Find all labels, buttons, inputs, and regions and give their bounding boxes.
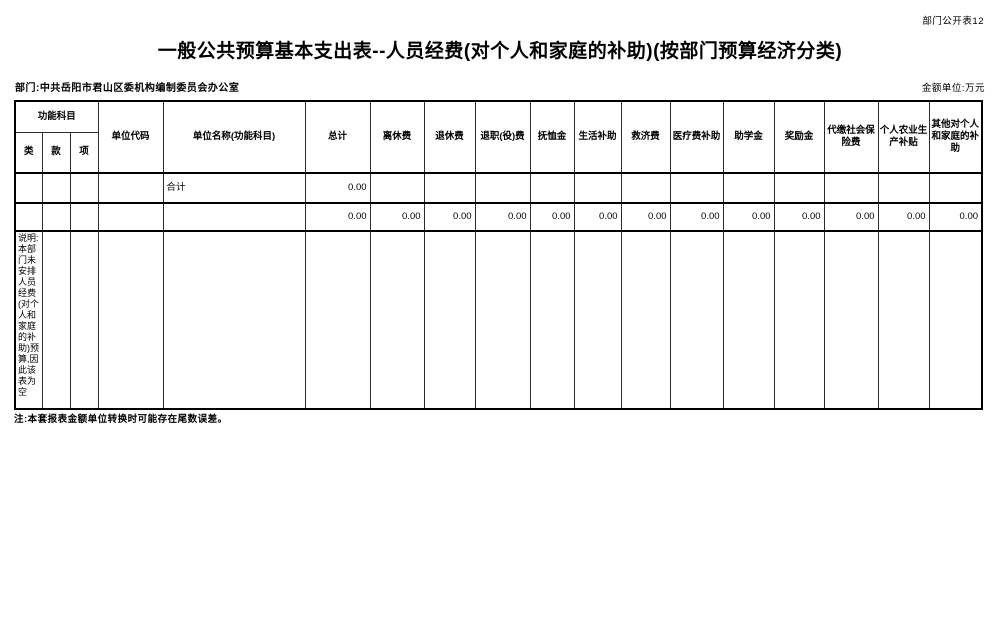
empty-cell	[722, 230, 775, 410]
cell-value: 0.00	[823, 202, 879, 232]
empty-cell	[69, 230, 99, 410]
cell-value: 0.00	[722, 202, 775, 232]
header-jiujifei: 救济费	[620, 100, 671, 174]
cell-item	[69, 202, 99, 232]
header-func-section: 款	[41, 131, 71, 174]
empty-cell	[573, 230, 622, 410]
empty-cell	[529, 230, 575, 410]
header-yiliaofei: 医疗费补助	[669, 100, 724, 174]
cell-unit-code	[97, 172, 164, 204]
table-row-remark: 说明:本部门未安排人员经费(对个人和家庭的补助)预算,因此该表为空	[14, 230, 983, 410]
header-func-class: 类	[14, 131, 43, 174]
empty-cell	[669, 230, 724, 410]
cell-value: 0.00	[773, 202, 825, 232]
header-zhuxuejin: 助学金	[722, 100, 775, 174]
table-body: 合计 0.00 0.00 0.00 0.00 0.00 0.00	[14, 172, 983, 410]
empty-cell	[928, 230, 983, 410]
cell-value	[474, 172, 531, 204]
header-unit-code: 单位代码	[97, 100, 164, 174]
cell-value: 0.00	[573, 202, 622, 232]
header-lixiufei: 离休费	[369, 100, 425, 174]
header-jianglijin: 奖励金	[773, 100, 825, 174]
empty-cell	[97, 230, 164, 410]
budget-table: 功能科目 单位代码 单位名称(功能科目) 总计 离休费 退休费 退职(役)费 抚…	[14, 100, 984, 410]
cell-value	[369, 172, 425, 204]
header-qita: 其他对个人和家庭的补助	[928, 100, 983, 174]
header-tuizhifei: 退职(役)费	[474, 100, 531, 174]
cell-value	[773, 172, 825, 204]
cell-value: 0.00	[877, 202, 930, 232]
header-nongyebutie: 个人农业生产补贴	[877, 100, 930, 174]
footnote: 注:本套报表金额单位转换时可能存在尾数误差。	[14, 414, 228, 425]
empty-cell	[423, 230, 476, 410]
header-shebaofei: 代缴社会保险费	[823, 100, 879, 174]
cell-value: 0.00	[304, 202, 371, 232]
cell-value	[722, 172, 775, 204]
cell-value: 0.00	[529, 202, 575, 232]
empty-cell	[304, 230, 371, 410]
corner-table-number: 部门公开表12	[922, 16, 984, 27]
cell-section	[41, 202, 71, 232]
cell-class	[14, 172, 43, 204]
cell-unit-name	[162, 202, 306, 232]
header-row-sub: 类 款 项	[14, 131, 982, 174]
empty-cell	[474, 230, 531, 410]
cell-unit-name: 合计	[162, 172, 306, 204]
cell-value	[928, 172, 983, 204]
cell-value	[669, 172, 724, 204]
amount-unit-label: 金额单位:万元	[921, 83, 985, 94]
cell-value: 0.00	[369, 202, 425, 232]
empty-cell	[823, 230, 879, 410]
page-title: 一般公共预算基本支出表--人员经费(对个人和家庭的补助)(按部门预算经济分类)	[157, 41, 843, 62]
table-row-total: 合计 0.00	[14, 172, 983, 204]
header-total: 总计	[304, 100, 371, 174]
cell-value	[620, 172, 671, 204]
cell-value	[423, 172, 476, 204]
cell-value: 0.00	[620, 202, 671, 232]
cell-value: 0.00	[304, 172, 371, 204]
empty-cell	[877, 230, 930, 410]
header-tuixiufei: 退休费	[423, 100, 476, 174]
empty-cell	[162, 230, 306, 410]
empty-cell	[620, 230, 671, 410]
cell-value	[823, 172, 879, 204]
department-line: 部门:中共岳阳市君山区委机构编制委员会办公室	[15, 83, 240, 94]
cell-value: 0.00	[669, 202, 724, 232]
empty-cell	[773, 230, 825, 410]
cell-value	[877, 172, 930, 204]
cell-class	[14, 202, 43, 232]
cell-value: 0.00	[423, 202, 476, 232]
cell-value: 0.00	[928, 202, 983, 232]
cell-value	[529, 172, 575, 204]
cell-value: 0.00	[474, 202, 531, 232]
header-shenghuobuzhu: 生活补助	[573, 100, 622, 174]
cell-section	[41, 172, 71, 204]
empty-cell	[41, 230, 71, 410]
cell-item	[69, 172, 99, 204]
header-fuxujin: 抚恤金	[529, 100, 575, 174]
table-row-detail: 0.00 0.00 0.00 0.00 0.00 0.00 0.00 0.00 …	[14, 202, 983, 232]
remark-cell: 说明:本部门未安排人员经费(对个人和家庭的补助)预算,因此该表为空	[14, 230, 43, 410]
header-func-group: 功能科目	[14, 100, 99, 133]
header-row-top: 功能科目 单位代码 单位名称(功能科目) 总计 离休费 退休费 退职(役)费 抚…	[14, 100, 983, 174]
empty-cell	[369, 230, 425, 410]
cell-value	[573, 172, 622, 204]
table-header: 功能科目 单位代码 单位名称(功能科目) 总计 离休费 退休费 退职(役)费 抚…	[14, 100, 983, 174]
header-unit-name: 单位名称(功能科目)	[162, 100, 306, 174]
cell-unit-code	[97, 202, 164, 232]
header-func-item: 项	[69, 131, 99, 174]
